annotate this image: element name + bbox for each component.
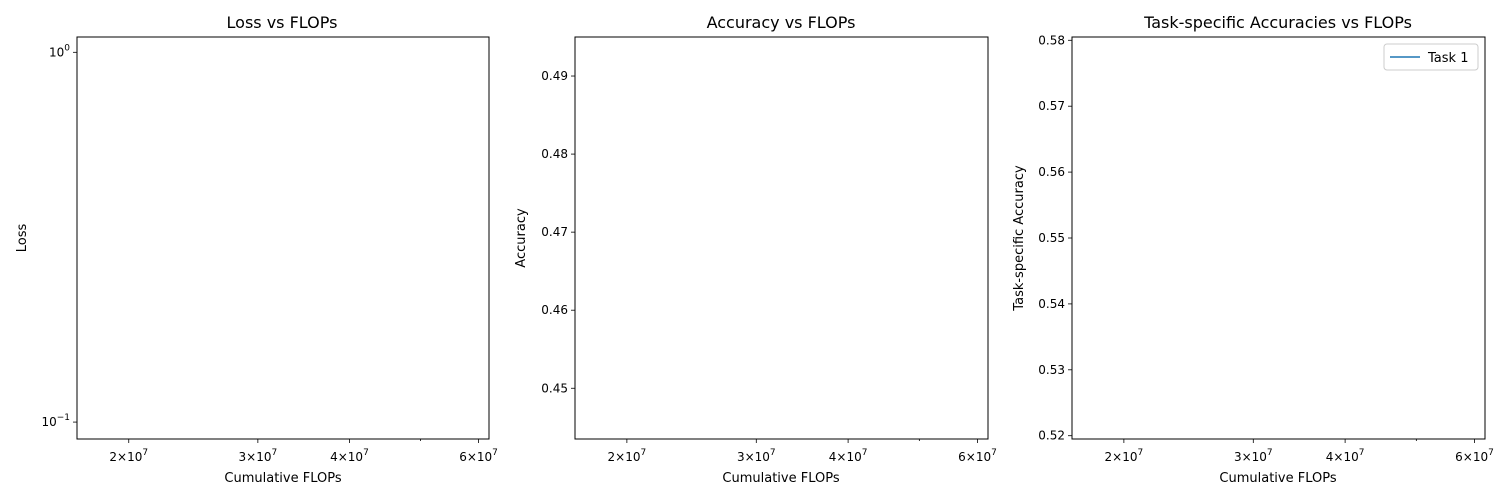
legend-box [1383, 43, 1479, 71]
panel-task-y-ticks: 0.52 0.53 0.54 0.55 0.56 0.57 0.58 [1038, 33, 1072, 443]
panel-accuracy-y-ticks: 0.45 0.46 0.47 0.48 0.49 [541, 69, 575, 395]
panel-accuracy-title: Accuracy vs FLOPs [707, 13, 856, 32]
panel-loss-y-ticks: 100 10−1 [41, 43, 77, 429]
panel-task-xlabel: Cumulative FLOPs [1219, 471, 1336, 486]
panel-accuracy: Accuracy vs FLOPs 2×107 3×107 4×107 6×107 0… [514, 13, 997, 486]
legend-label-task-1: Task 1 [1427, 51, 1468, 66]
panel-loss-x-ticks: 2×107 3×107 4×107 6×107 [109, 439, 498, 464]
y-tick-label: 0.57 [1038, 99, 1065, 113]
panel-task-plot-area [1071, 36, 1486, 440]
y-tick-label: 0.48 [541, 147, 568, 161]
x-tick-label: 4×107 [330, 448, 369, 464]
panel-task-x-ticks: 2×107 3×107 4×107 6×107 [1105, 439, 1494, 464]
y-tick-label: 0.58 [1038, 33, 1065, 47]
panel-accuracy-ylabel: Accuracy [514, 208, 529, 268]
panel-accuracy-xlabel: Cumulative FLOPs [722, 471, 839, 486]
x-tick-label: 2×107 [608, 448, 647, 464]
x-tick-label: 2×107 [1105, 448, 1144, 464]
x-tick-label: 3×107 [1234, 448, 1273, 464]
x-tick-label: 4×107 [1326, 448, 1365, 464]
panel-task-title: Task-specific Accuracies vs FLOPs [1143, 13, 1412, 32]
panel-task-ylabel: Task-specific Accuracy [1012, 165, 1027, 312]
y-tick-label: 0.49 [541, 69, 568, 83]
panel-accuracy-plot-area [574, 36, 989, 440]
x-tick-label: 6×107 [958, 448, 997, 464]
x-tick-label: 3×107 [737, 448, 776, 464]
panel-loss-plot-area [76, 36, 490, 440]
panel-loss-ylabel: Loss [15, 224, 30, 253]
y-tick-label: 0.56 [1038, 165, 1065, 179]
x-tick-label: 3×107 [239, 448, 278, 464]
panel-loss-title: Loss vs FLOPs [227, 13, 338, 32]
y-tick-label: 0.52 [1038, 429, 1065, 443]
y-tick-label: 0.47 [541, 225, 568, 239]
x-tick-label: 6×107 [459, 448, 498, 464]
panel-task: Task-specific Accuracies vs FLOPs 2×107 3… [1012, 13, 1494, 486]
panel-accuracy-x-ticks: 2×107 3×107 4×107 6×107 [608, 439, 997, 464]
y-tick-label: 0.54 [1038, 297, 1065, 311]
y-tick-label: 0.55 [1038, 231, 1065, 245]
panel-loss: Loss vs FLOPs 2×107 3×107 4×107 6×107 10010… [15, 13, 498, 486]
y-tick-label: 0.46 [541, 303, 568, 317]
x-tick-label: 6×107 [1455, 448, 1494, 464]
y-tick-label: 100 [49, 43, 70, 59]
y-tick-label: 0.45 [541, 381, 568, 395]
panel-loss-xlabel: Cumulative FLOPs [224, 471, 341, 486]
y-tick-label: 10−1 [41, 413, 70, 429]
x-tick-label: 2×107 [109, 448, 148, 464]
legend: Task 1 [1383, 43, 1479, 71]
x-tick-label: 4×107 [829, 448, 868, 464]
y-tick-label: 0.53 [1038, 363, 1065, 377]
